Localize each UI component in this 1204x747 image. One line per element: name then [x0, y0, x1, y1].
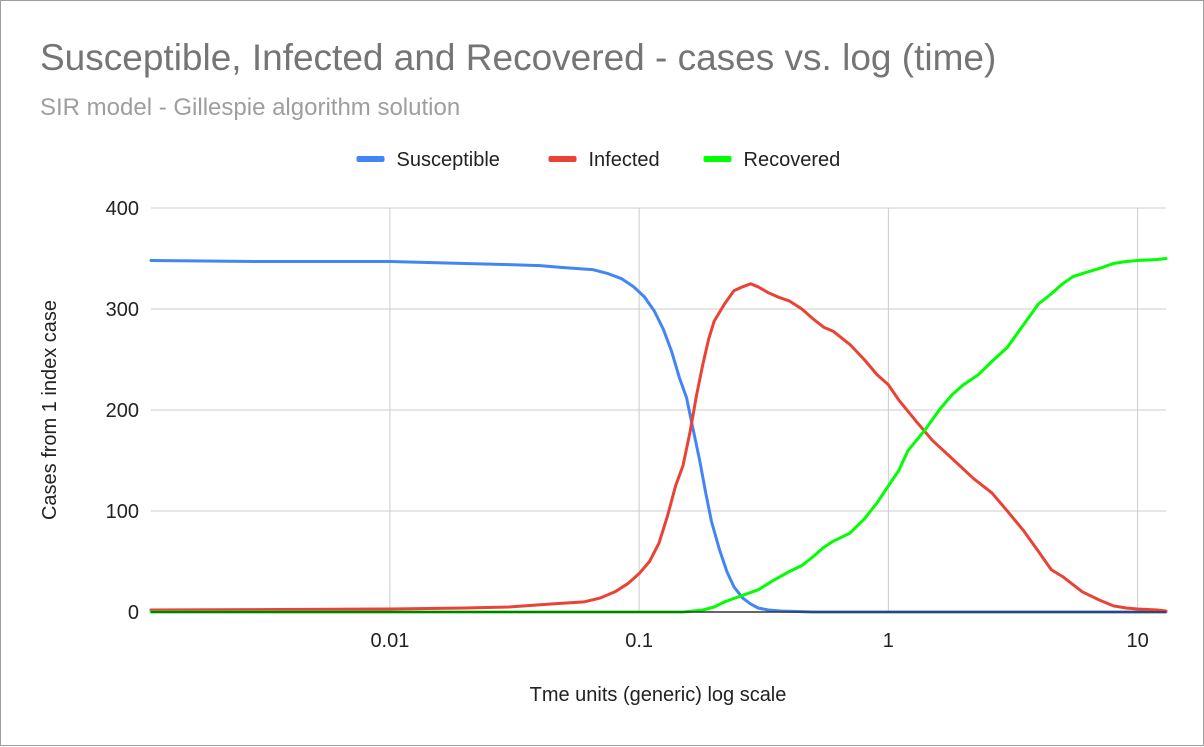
legend-swatch [356, 156, 385, 162]
x-tick-label: 1 [883, 630, 894, 652]
series-line-susceptible [149, 259, 1168, 614]
y-tick-label: 0 [128, 602, 139, 624]
y-tick-label: 100 [106, 501, 139, 523]
axes: 0 100 200 300 400 0.01 0.1 1 10 [106, 198, 1166, 652]
x-tick-label: 0.1 [625, 630, 653, 652]
series-line-infected [149, 282, 1168, 613]
y-axis-title: Cases from 1 index case [39, 300, 61, 520]
x-axis-title: Tme units (generic) log scale [530, 684, 787, 706]
legend-swatch [703, 156, 732, 162]
y-tick-label: 300 [106, 299, 139, 321]
legend-label: Recovered [744, 149, 841, 171]
x-tick-label: 0.01 [370, 630, 409, 652]
series-lines [149, 257, 1168, 614]
legend-label: Infected [589, 149, 660, 171]
legend-swatch [548, 156, 577, 162]
legend-item-recovered: Recovered [703, 149, 841, 171]
y-tick-label: 200 [106, 400, 139, 422]
chart-title: Susceptible, Infected and Recovered - ca… [40, 37, 997, 78]
legend-item-infected: Infected [548, 149, 660, 171]
legend-label: Susceptible [397, 149, 500, 171]
legend-item-susceptible: Susceptible [356, 149, 500, 171]
series-line-recovered [149, 257, 1168, 614]
legend: Susceptible Infected Recovered [356, 149, 841, 171]
y-tick-label: 400 [106, 198, 139, 220]
x-tick-label: 10 [1126, 630, 1148, 652]
chart-subtitle: SIR model - Gillespie algorithm solution [40, 94, 461, 121]
grid-lines [151, 207, 1166, 612]
